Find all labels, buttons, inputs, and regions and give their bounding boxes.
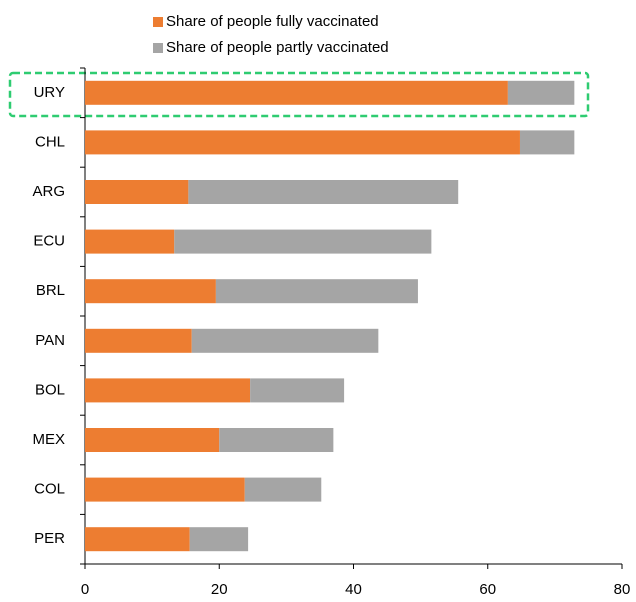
bar-segment xyxy=(85,180,189,204)
x-tick-label: 0 xyxy=(81,581,89,598)
bar-segment xyxy=(215,279,418,304)
y-tick-label: PER xyxy=(34,530,65,547)
bar-segment xyxy=(85,328,192,353)
bar-segment xyxy=(174,229,432,254)
y-tick-label: URY xyxy=(34,84,65,101)
x-tick-label: 40 xyxy=(345,581,362,598)
bar-segment xyxy=(191,328,379,353)
x-tick-label: 20 xyxy=(211,581,228,598)
legend-swatch xyxy=(153,17,163,27)
bar-segment xyxy=(85,130,520,155)
y-tick-label: CHL xyxy=(35,133,65,150)
bar-segment xyxy=(244,477,322,502)
y-tick-label: COL xyxy=(34,481,65,498)
bar-segment xyxy=(188,180,459,204)
bar-segment xyxy=(250,378,345,403)
bar-segment xyxy=(189,527,249,552)
highlight-box xyxy=(8,71,590,118)
y-tick-label: ECU xyxy=(33,233,65,250)
bar-segment xyxy=(507,80,575,105)
bar-segment xyxy=(85,477,245,502)
bar-segment xyxy=(85,279,216,304)
x-tick-label: 60 xyxy=(479,581,496,598)
bar-segment xyxy=(85,527,190,552)
bar-segment xyxy=(519,130,575,155)
bar-segment xyxy=(85,80,508,105)
bar-segment xyxy=(219,428,334,452)
bar-segment xyxy=(85,229,175,254)
y-tick-label: ARG xyxy=(32,183,65,200)
y-tick-label: MEX xyxy=(32,431,65,448)
legend-swatch xyxy=(153,43,163,53)
y-tick-label: BOL xyxy=(35,381,65,398)
bar-segment xyxy=(85,428,220,452)
legend-label: Share of people fully vaccinated xyxy=(166,13,379,30)
legend-label: Share of people partly vaccinated xyxy=(166,39,389,56)
bar-segment xyxy=(85,378,251,403)
y-tick-label: BRL xyxy=(36,282,65,299)
x-tick-label: 80 xyxy=(614,581,631,598)
y-tick-label: PAN xyxy=(35,332,65,349)
